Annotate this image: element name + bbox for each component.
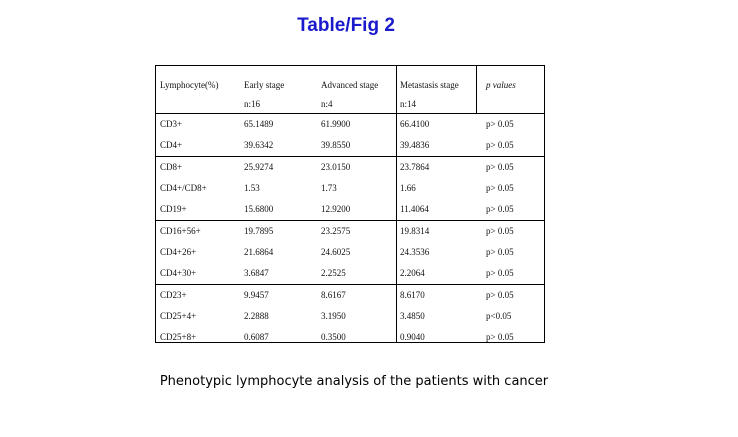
cell-value: 0.6087 <box>244 332 269 342</box>
column-count: n:4 <box>321 99 333 109</box>
cell-value: 2.2888 <box>244 311 269 321</box>
cell-value: p> 0.05 <box>486 204 514 214</box>
cell-value: p> 0.05 <box>486 162 514 172</box>
cell-value: 2.2525 <box>321 268 346 278</box>
cell-value: 19.8314 <box>400 226 430 236</box>
cell-value: 39.6342 <box>244 140 274 150</box>
cell-value: 9.9457 <box>244 290 269 300</box>
cell-value: 39.4836 <box>400 140 430 150</box>
cell-value: 23.0150 <box>321 162 351 172</box>
row-label: CD25+8+ <box>160 332 197 342</box>
column-divider <box>476 66 477 113</box>
column-header: Metastasis stage <box>400 80 459 90</box>
row-label: CD16+56+ <box>160 226 201 236</box>
cell-value: p> 0.05 <box>486 226 514 236</box>
cell-value: 65.1489 <box>244 119 274 129</box>
row-label: CD4+/CD8+ <box>160 183 207 193</box>
row-label: CD23+ <box>160 290 187 300</box>
cell-value: 24.6025 <box>321 247 351 257</box>
row-label: CD8+ <box>160 162 183 172</box>
cell-value: 12.9200 <box>321 204 351 214</box>
cell-value: p> 0.05 <box>486 332 514 342</box>
cell-value: 8.6167 <box>321 290 346 300</box>
cell-value: 21.6864 <box>244 247 274 257</box>
group-divider <box>156 113 544 114</box>
cell-value: p<0.05 <box>486 311 512 321</box>
cell-value: 25.9274 <box>244 162 274 172</box>
cell-value: 15.6800 <box>244 204 274 214</box>
cell-value: 66.4100 <box>400 119 430 129</box>
row-label: CD3+ <box>160 119 183 129</box>
row-label: CD4+ <box>160 140 183 150</box>
cell-value: 19.7895 <box>244 226 274 236</box>
cell-value: 3.4850 <box>400 311 425 321</box>
column-header: Early stage <box>244 80 285 90</box>
cell-value: 2.2064 <box>400 268 425 278</box>
cell-value: p> 0.05 <box>486 119 514 129</box>
cell-value: 1.73 <box>321 183 337 193</box>
column-divider <box>396 66 397 342</box>
cell-value: 1.66 <box>400 183 416 193</box>
row-label: CD25+4+ <box>160 311 197 321</box>
column-count: n:16 <box>244 99 261 109</box>
title: Table/Fig 2 <box>297 15 395 36</box>
cell-value: 8.6170 <box>400 290 425 300</box>
group-divider <box>156 220 544 221</box>
cell-value: 3.6847 <box>244 268 269 278</box>
cell-value: p> 0.05 <box>486 183 514 193</box>
cell-value: 11.4064 <box>400 204 429 214</box>
row-label: CD4+30+ <box>160 268 197 278</box>
column-count: n:14 <box>400 99 417 109</box>
cell-value: p> 0.05 <box>486 268 514 278</box>
group-divider <box>156 284 544 285</box>
column-header: p values <box>486 80 516 90</box>
cell-value: 0.3500 <box>321 332 346 342</box>
column-header: Advanced stage <box>321 80 379 90</box>
cell-value: 61.9900 <box>321 119 351 129</box>
cell-value: 24.3536 <box>400 247 430 257</box>
cell-value: p> 0.05 <box>486 247 514 257</box>
cell-value: 1.53 <box>244 183 260 193</box>
cell-value: p> 0.05 <box>486 140 514 150</box>
column-header: Lymphocyte(%) <box>160 80 219 90</box>
cell-value: 0.9040 <box>400 332 425 342</box>
caption: Phenotypic lymphocyte analysis of the pa… <box>159 374 549 389</box>
cell-value: p> 0.05 <box>486 290 514 300</box>
cell-value: 3.1950 <box>321 311 346 321</box>
group-divider <box>156 156 544 157</box>
row-label: CD19+ <box>160 204 187 214</box>
cell-value: 23.2575 <box>321 226 351 236</box>
cell-value: 23.7864 <box>400 162 430 172</box>
row-label: CD4+26+ <box>160 247 197 257</box>
cell-value: 39.8550 <box>321 140 351 150</box>
table: Lymphocyte(%) Early stage Advanced stage Me… <box>155 65 545 343</box>
